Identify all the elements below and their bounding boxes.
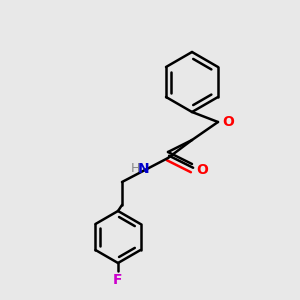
Text: O: O [196, 163, 208, 177]
Text: H: H [130, 163, 140, 176]
Text: N: N [138, 162, 150, 176]
Text: O: O [222, 115, 234, 129]
Text: F: F [113, 273, 123, 287]
